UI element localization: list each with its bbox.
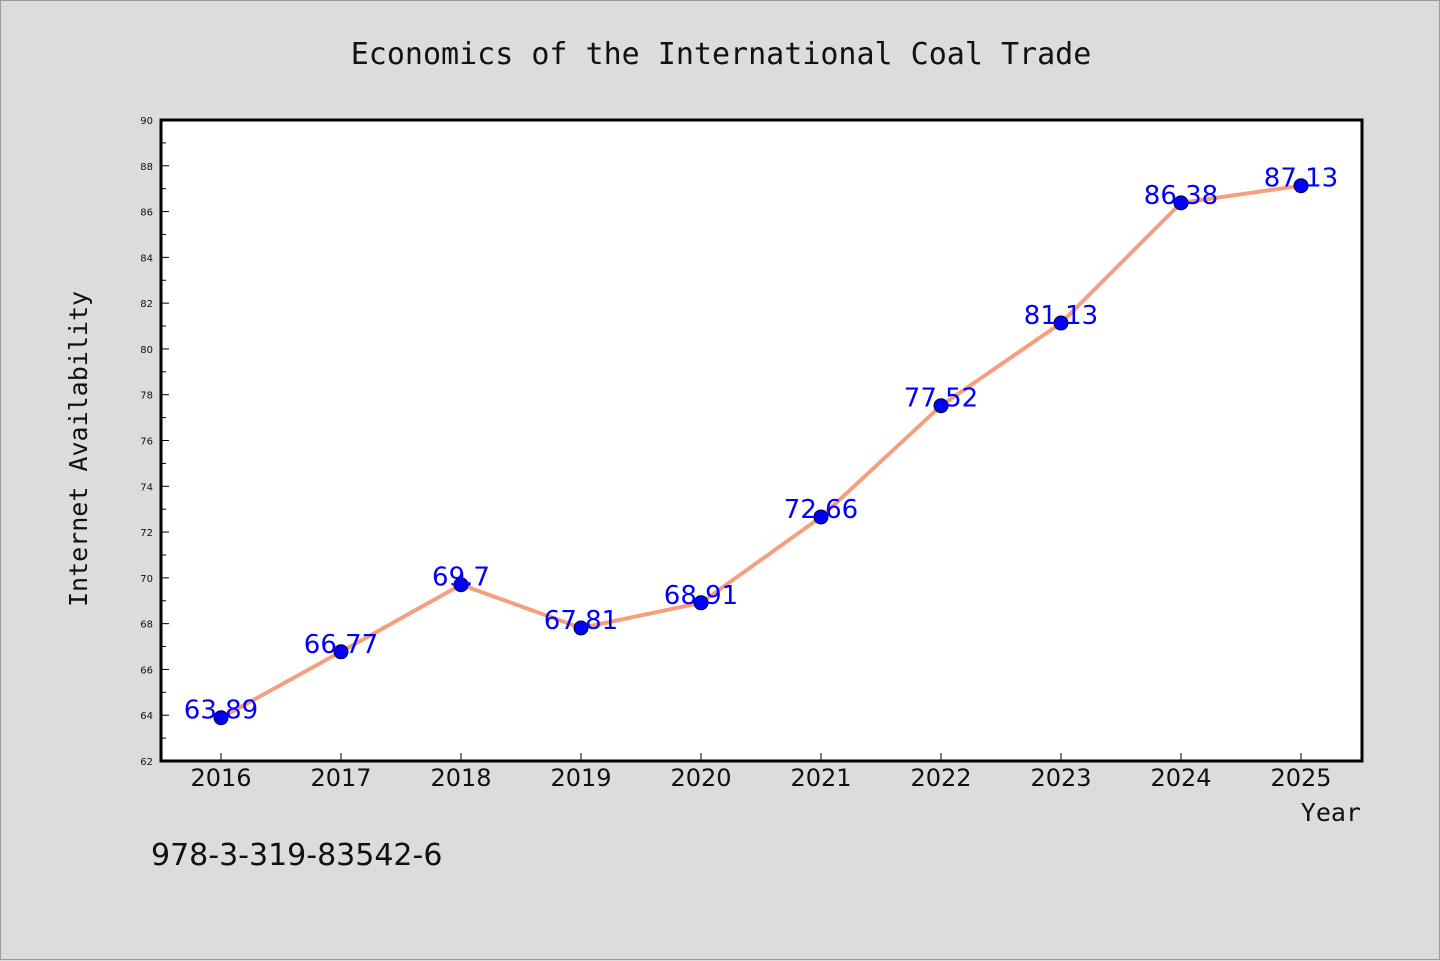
data-label: 66.77 [304, 630, 378, 660]
x-tick-label: 2023 [1030, 764, 1091, 792]
footer-code: 978-3-319-83542-6 [151, 838, 442, 873]
x-tick-label: 2019 [550, 764, 611, 792]
x-tick-label: 2021 [790, 764, 851, 792]
data-point [933, 398, 949, 414]
y-axis: 62 64 66 68 70 72 74 76 78 80 82 84 86 88 90 [140, 116, 169, 768]
data-point [1293, 178, 1309, 194]
data-label: 87.13 [1264, 164, 1338, 194]
data-point [693, 595, 709, 611]
x-axis: 2016 2017 2018 2019 2020 2021 2022 2023 2024 2025 [190, 753, 1332, 792]
data-label: 81.13 [1024, 301, 1098, 331]
data-point [1173, 195, 1189, 211]
y-tick-label: 88 [140, 162, 153, 173]
y-tick-label: 64 [140, 711, 153, 722]
data-point [1053, 315, 1069, 331]
y-tick-label: 62 [140, 757, 153, 768]
x-tick-label: 2025 [1270, 764, 1331, 792]
y-tick-label: 70 [140, 574, 153, 585]
y-tick-label: 72 [140, 528, 153, 539]
data-label: 72.66 [784, 495, 858, 525]
y-tick-label: 86 [140, 208, 153, 219]
data-label: 86.38 [1144, 181, 1218, 211]
plot-area [161, 120, 1362, 761]
plot-frame [159, 118, 1364, 763]
x-tick-label: 2020 [670, 764, 731, 792]
data-label: 68.91 [664, 581, 738, 611]
data-point [573, 620, 589, 636]
x-axis-label: Year [1301, 798, 1361, 827]
data-point [213, 710, 229, 726]
series-line [220, 183, 1302, 720]
y-tick-label: 74 [140, 482, 153, 493]
data-label: 77.52 [904, 384, 978, 414]
y-axis-label: Internet Availability [64, 291, 93, 607]
series-layer: 63.89 66.77 69.7 67.81 68.91 72.66 77.52 81.13 8… [184, 164, 1338, 726]
y-tick-label: 66 [140, 665, 153, 676]
x-tick-label: 2016 [190, 764, 251, 792]
data-label: 63.89 [184, 696, 258, 726]
data-label: 69.7 [432, 563, 490, 593]
y-tick-label: 78 [140, 391, 153, 402]
data-label: 67.81 [544, 606, 618, 636]
data-point [333, 644, 349, 660]
x-tick-label: 2022 [910, 764, 971, 792]
y-tick-label: 84 [140, 253, 153, 264]
chart-title: Economics of the International Coal Trad… [351, 37, 1092, 72]
x-tick-label: 2017 [310, 764, 371, 792]
y-tick-label: 82 [140, 299, 153, 310]
data-point [453, 577, 469, 593]
y-tick-label: 68 [140, 620, 153, 631]
data-point [813, 509, 829, 525]
x-tick-label: 2024 [1150, 764, 1211, 792]
y-tick-label: 90 [140, 116, 153, 127]
y-tick-label: 76 [140, 437, 153, 448]
x-tick-label: 2018 [430, 764, 491, 792]
y-tick-label: 80 [140, 345, 153, 356]
